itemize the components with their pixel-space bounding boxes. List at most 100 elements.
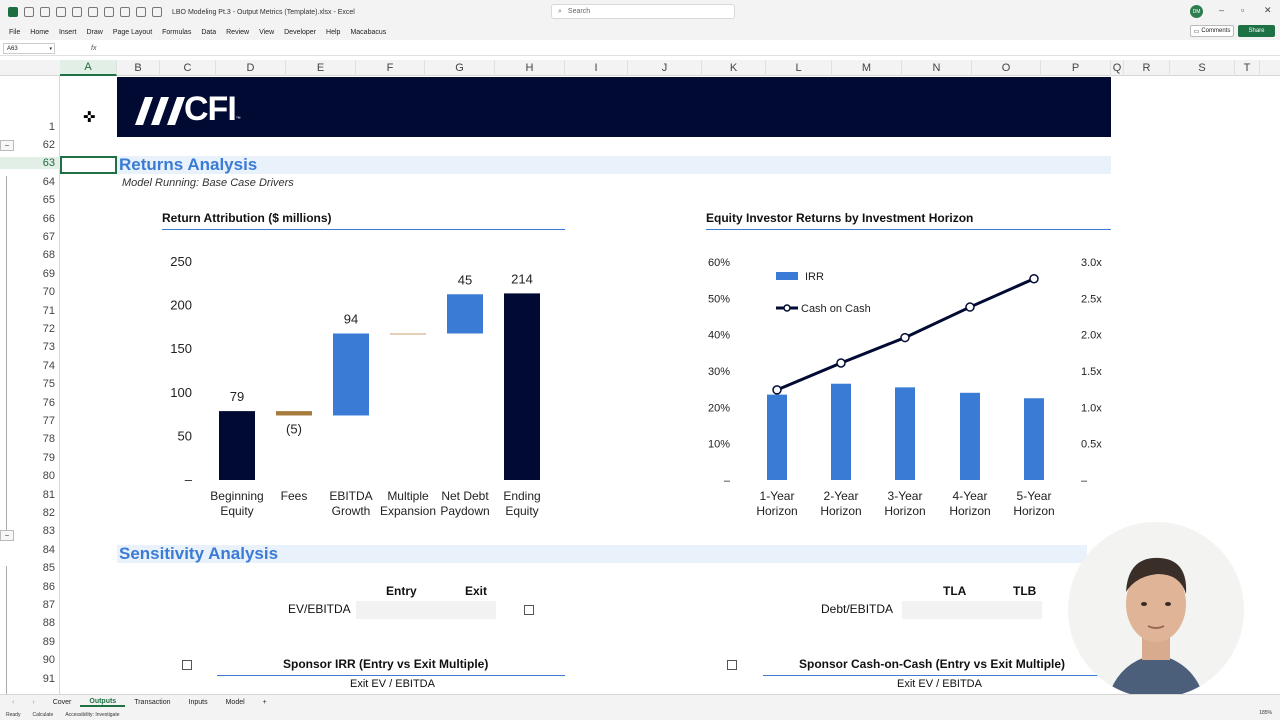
borders-icon[interactable]: [104, 7, 114, 17]
column-header-n[interactable]: N: [902, 60, 972, 76]
row-header-75[interactable]: 75: [42, 378, 55, 391]
freeze-icon[interactable]: [120, 7, 130, 17]
row-header-86[interactable]: 86: [42, 580, 55, 593]
selected-cell-a63[interactable]: [60, 156, 117, 174]
column-header-h[interactable]: H: [495, 60, 565, 76]
checkbox[interactable]: [727, 660, 737, 670]
row-header-71[interactable]: 71: [42, 304, 55, 317]
row-header-87[interactable]: 87: [42, 599, 55, 611]
column-header-e[interactable]: E: [286, 60, 356, 76]
column-header-s[interactable]: S: [1170, 60, 1235, 76]
column-header-t[interactable]: T: [1235, 60, 1260, 76]
macabacus-icon[interactable]: [136, 7, 146, 17]
collapse-group-button[interactable]: −: [0, 140, 14, 151]
column-header-m[interactable]: M: [832, 60, 902, 76]
row-header-65[interactable]: 65: [42, 194, 55, 207]
row-header-77[interactable]: 77: [42, 415, 55, 427]
menu-review[interactable]: Review: [226, 28, 250, 36]
sheet-tab-outputs[interactable]: Outputs: [80, 698, 126, 707]
row-header-64[interactable]: 64: [42, 175, 55, 188]
menu-help[interactable]: Help: [326, 28, 341, 36]
format-icon[interactable]: [88, 7, 98, 17]
menu-draw[interactable]: Draw: [86, 28, 103, 36]
row-header-89[interactable]: 89: [42, 635, 55, 648]
row-header-66[interactable]: 66: [42, 212, 55, 225]
row-header-69[interactable]: 69: [42, 267, 55, 280]
zoom-level[interactable]: 185%: [1259, 710, 1272, 716]
row-header-74[interactable]: 74: [42, 359, 55, 372]
add-sheet-icon[interactable]: +: [262, 698, 267, 706]
row-header-88[interactable]: 88: [42, 617, 55, 630]
calculate-status[interactable]: Calculate: [32, 711, 54, 718]
name-box[interactable]: A63 ▾: [3, 43, 55, 54]
column-header-j[interactable]: J: [628, 60, 702, 76]
column-header-a[interactable]: A: [60, 60, 117, 76]
row-header-62[interactable]: 62: [42, 139, 55, 151]
menu-page-layout[interactable]: Page Layout: [112, 28, 153, 36]
row-header-83[interactable]: 83: [42, 525, 55, 538]
column-header-i[interactable]: I: [565, 60, 628, 76]
menu-data[interactable]: Data: [201, 28, 217, 36]
row-header-81[interactable]: 81: [42, 488, 55, 501]
comments-button[interactable]: ▭ Comments: [1190, 25, 1234, 37]
row-header-73[interactable]: 73: [42, 341, 55, 354]
column-header-p[interactable]: P: [1041, 60, 1111, 76]
save-icon[interactable]: [40, 7, 50, 17]
row-header-76[interactable]: 76: [42, 396, 55, 409]
column-header-d[interactable]: D: [216, 60, 286, 76]
restore-icon[interactable]: ▫: [1241, 5, 1245, 15]
collapse-group-button[interactable]: −: [0, 530, 14, 541]
row-header-82[interactable]: 82: [42, 507, 55, 519]
column-header-r[interactable]: R: [1124, 60, 1170, 76]
minimize-icon[interactable]: –: [1219, 5, 1225, 15]
row-header-79[interactable]: 79: [42, 451, 55, 464]
row-header-1[interactable]: 1: [48, 121, 55, 133]
row-header-91[interactable]: 91: [42, 672, 55, 685]
accessibility-status[interactable]: Accessibility: Investigate: [65, 711, 120, 718]
menu-macabacus[interactable]: Macabacus: [350, 28, 387, 36]
row-header-85[interactable]: 85: [42, 562, 55, 575]
column-header-f[interactable]: F: [356, 60, 425, 76]
sheet-tab-model[interactable]: Model: [225, 698, 245, 706]
menu-developer[interactable]: Developer: [284, 28, 317, 36]
row-header-63[interactable]: 63: [0, 157, 60, 170]
row-header-78[interactable]: 78: [42, 433, 55, 446]
menu-file[interactable]: File: [9, 28, 21, 36]
more-icon[interactable]: [152, 7, 162, 17]
close-icon[interactable]: ✕: [1264, 5, 1272, 15]
entry-exit-input-cells[interactable]: [356, 601, 496, 619]
search-box[interactable]: ⌕ Search: [551, 4, 735, 19]
row-header-84[interactable]: 84: [42, 543, 55, 556]
next-sheet-icon[interactable]: ›: [32, 698, 35, 706]
column-header-g[interactable]: G: [425, 60, 495, 76]
menu-home[interactable]: Home: [30, 28, 49, 36]
column-header-q[interactable]: Q: [1111, 60, 1124, 76]
sheet-tab-cover[interactable]: Cover: [52, 698, 72, 706]
menu-view[interactable]: View: [259, 28, 275, 36]
row-header-72[interactable]: 72: [42, 323, 55, 335]
column-header-c[interactable]: C: [160, 60, 216, 76]
sheet-tab-inputs[interactable]: Inputs: [188, 698, 208, 706]
row-header-80[interactable]: 80: [42, 470, 55, 483]
checkbox[interactable]: [524, 605, 534, 615]
share-button[interactable]: Share: [1238, 25, 1275, 37]
prev-sheet-icon[interactable]: ‹: [12, 698, 15, 706]
fx-icon[interactable]: fx: [91, 45, 97, 52]
menu-insert[interactable]: Insert: [58, 28, 77, 36]
column-header-k[interactable]: K: [702, 60, 766, 76]
column-header-b[interactable]: B: [117, 60, 160, 76]
row-header-90[interactable]: 90: [42, 654, 55, 667]
autosave-icon[interactable]: [24, 7, 34, 17]
row-header-67[interactable]: 67: [42, 231, 55, 243]
tla-tlb-input-cells[interactable]: [902, 601, 1042, 619]
column-header-l[interactable]: L: [766, 60, 832, 76]
row-header-70[interactable]: 70: [42, 286, 55, 299]
avatar[interactable]: DM: [1190, 5, 1203, 18]
checkbox[interactable]: [182, 660, 192, 670]
redo-icon[interactable]: [72, 7, 82, 17]
menu-formulas[interactable]: Formulas: [162, 28, 192, 36]
sheet-tab-transaction[interactable]: Transaction: [134, 698, 171, 706]
undo-icon[interactable]: [56, 7, 66, 17]
row-header-68[interactable]: 68: [42, 249, 55, 262]
column-header-o[interactable]: O: [972, 60, 1041, 76]
